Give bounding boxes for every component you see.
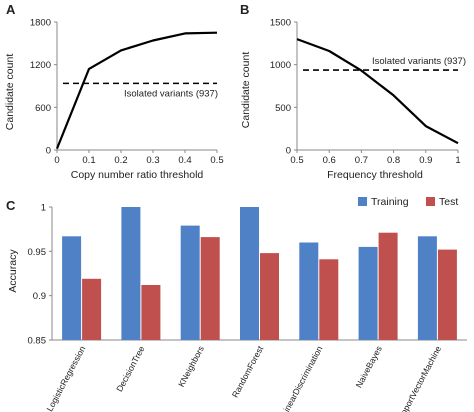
panel-b-x-tick-label: 0.7 <box>355 155 368 166</box>
panel-c-ylabel: Accuracy <box>7 249 19 293</box>
legend-swatch-test <box>426 197 435 206</box>
panel-letter-b: B <box>240 2 249 17</box>
panel-c-category-label: SupportVectorMachine <box>394 344 444 412</box>
bar-test-naivebayes <box>378 232 398 340</box>
panel-c-y-tick-label: 0.95 <box>28 247 47 258</box>
panel-b-x-tick-label: 0.8 <box>387 155 400 166</box>
bar-test-decisiontree <box>141 285 161 340</box>
bar-training-naivebayes <box>358 246 378 340</box>
legend-swatch-training <box>358 197 367 206</box>
panel-c-bar-chart: 0.85 0.9 0.95 1 Accuracy LogisticRegression… <box>7 196 467 412</box>
panel-b-y-tick-label: 1500 <box>270 18 291 29</box>
bar-training-kneighbors <box>180 225 200 340</box>
bar-training-logisticregression <box>62 236 82 340</box>
panel-b-x-tick-label: 1 <box>455 155 460 166</box>
panel-a-y-tick-label: 600 <box>35 103 51 114</box>
panel-b-y-tick-label: 500 <box>275 103 291 114</box>
panel-a-line-chart: 0 600 1200 1800 0 0.1 0.2 0.3 0.4 0.5 Candidate c… <box>4 18 224 182</box>
panel-c-legend: Training Test <box>358 196 458 208</box>
legend-label-training: Training <box>371 196 409 208</box>
panel-b-y-tick-label: 1000 <box>270 60 291 71</box>
bar-test-randomforest <box>260 253 279 340</box>
panel-c-category-label: RandomForest <box>230 344 266 399</box>
panel-a-y-tick-label: 1800 <box>30 18 51 29</box>
bar-training-supportvectormachine <box>417 236 437 340</box>
panel-c-category-label: DecisionTree <box>114 344 147 393</box>
panel-c-y-tick-label: 1 <box>41 203 46 214</box>
panel-b-series-line <box>296 38 459 145</box>
legend-label-test: Test <box>439 196 458 208</box>
panel-a-x-tick-label: 0.5 <box>210 155 223 166</box>
panel-letter-a: A <box>6 2 16 17</box>
panel-a-x-tick-label: 0 <box>54 155 59 166</box>
panel-b-y-tick-label: 0 <box>286 146 291 157</box>
panel-a-y-tick-label: 0 <box>46 146 51 157</box>
bar-training-lineardiscrimination <box>299 242 319 340</box>
bar-test-logisticregression <box>82 278 102 340</box>
panel-c-category-label: LogisticRegression <box>44 344 87 412</box>
panel-a-y-tick-label: 1200 <box>30 60 51 71</box>
panel-letter-c: C <box>6 198 16 213</box>
panel-b-reference-label: Isolated variants (937) <box>372 56 466 67</box>
panel-c-y-tick-label: 0.85 <box>28 336 47 347</box>
panel-c-category-label: KNeighbors <box>176 344 206 388</box>
panel-b-x-tick-label: 0.9 <box>419 155 432 166</box>
panel-a-x-tick-label: 0.3 <box>146 155 159 166</box>
bar-training-randomforest <box>240 207 259 340</box>
panel-b-x-tick-label: 0.5 <box>290 155 303 166</box>
panel-b-line-chart: 0 500 1000 1500 0.5 0.6 0.7 0.8 0.9 1 Candidate c… <box>240 18 466 182</box>
panel-c-y-tick-label: 0.9 <box>33 291 46 302</box>
panel-c-category-label: NaiveBayes <box>354 344 384 389</box>
panel-a-xlabel: Copy number ratio threshold <box>71 169 204 181</box>
panel-b-x-tick-label: 0.6 <box>323 155 336 166</box>
panel-a-x-tick-label: 0.1 <box>82 155 95 166</box>
panel-b-xlabel: Frequency threshold <box>327 169 423 181</box>
bar-test-lineardiscrimination <box>319 259 339 340</box>
bar-test-supportvectormachine <box>437 249 457 340</box>
panel-a-x-tick-label: 0.2 <box>114 155 127 166</box>
panel-c-category-label: LinearDiscrimination <box>279 344 324 412</box>
panel-a-x-tick-label: 0.4 <box>178 155 191 166</box>
panel-a-ylabel: Candidate count <box>4 54 16 131</box>
bar-test-kneighbors <box>200 237 220 340</box>
panel-b-ylabel: Candidate count <box>240 52 252 129</box>
bar-training-decisiontree <box>121 207 141 340</box>
panel-a-series-line <box>55 31 218 150</box>
panel-a-reference-label: Isolated variants (937) <box>124 88 218 99</box>
